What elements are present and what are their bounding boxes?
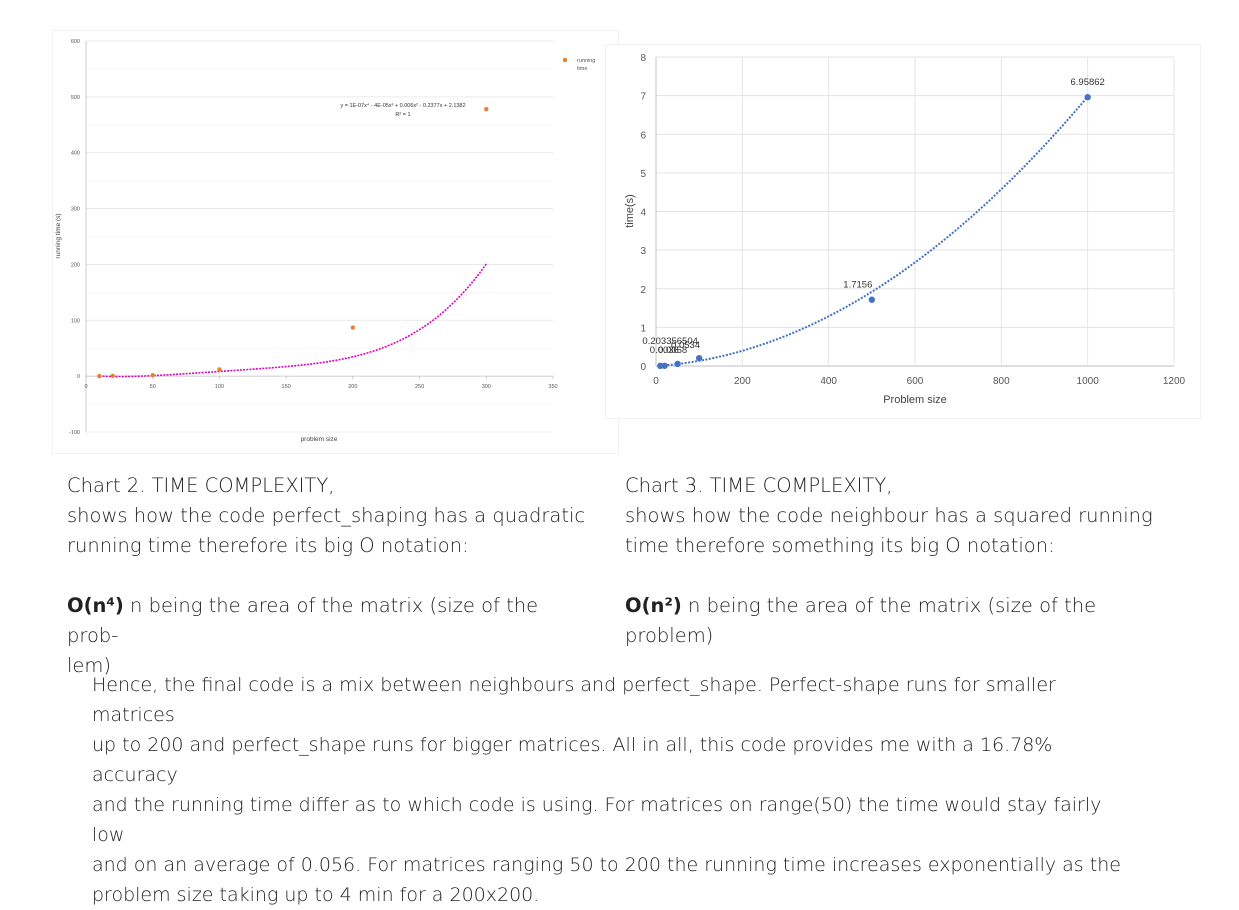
chart-3-x-tick-label: 600: [907, 376, 924, 387]
chart-3-data-label: 0.0534: [671, 340, 700, 351]
chart-2-caption-title: Chart 2. TIME COMPLEXITY,: [67, 474, 335, 497]
chart-3-y-tick-label: 3: [640, 246, 646, 257]
chart-3-data-label: 0.203356504: [642, 336, 697, 347]
chart-2-legend-label-cont: time: [577, 66, 587, 72]
conclusion-line: up to 200 and perfect_shape runs for big…: [92, 734, 1053, 786]
chart-3-caption: Chart 3. TIME COMPLEXITY, shows how the …: [625, 471, 1185, 651]
chart-2-x-tick-label: 300: [482, 384, 491, 390]
chart-3-caption-line-2: time therefore something its big O notat…: [625, 534, 1055, 557]
conclusion-line: problem size taking up to 4 min for a 20…: [92, 884, 540, 906]
chart-3-plot: 0 1 2 3 4 5 6 7 8 0 200 400 600 800 1000 1200 0.00360.…: [624, 53, 1186, 406]
chart-2-x-tick-label: 350: [548, 384, 557, 390]
chart-2-data-point: [217, 367, 222, 372]
chart-2-y-tick-label: 300: [71, 207, 80, 213]
chart-2-plot: -100 0 100 200 300 400 500 600 0 50 100 150 200 250 3…: [55, 39, 595, 443]
chart-2-y-tick-label: 500: [71, 95, 80, 101]
chart-2-y-tick-label: 600: [71, 39, 80, 45]
chart-2-x-tick-label: 100: [215, 384, 224, 390]
chart-3-data-point: [661, 362, 668, 369]
chart-2-caption-line-2: running time therefore its big O notatio…: [67, 534, 469, 557]
chart-3-data-label: 0.0036: [650, 345, 679, 356]
chart-2-data-point: [484, 106, 489, 112]
conclusion-paragraph: Hence, the final code is a mix between n…: [92, 670, 1132, 910]
conclusion-line: and the running time differ as to which …: [92, 794, 1102, 846]
chart-3-data-point: [868, 296, 876, 303]
conclusion-line: and on an average of 0.056. For matrices…: [92, 854, 1121, 876]
chart-3-x-tick-label: 800: [993, 376, 1010, 387]
chart-2-x-tick-label: 0: [84, 384, 87, 390]
chart-3-x-tick-label: 0: [653, 376, 659, 387]
chart-3-x-tick-label: 1200: [1163, 376, 1186, 387]
chart-3-y-tick-label: 5: [640, 169, 646, 180]
chart-2-caption-notation-line: O(n⁴) n being the area of the matrix (si…: [67, 591, 587, 651]
chart-2-trendline-equation: y = 1E-07x⁴ - 4E-05x³ + 0.006x² - 0.2377…: [340, 102, 465, 109]
chart-3-y-tick-label: 8: [640, 53, 646, 64]
chart-3-y-tick-label: 2: [640, 285, 646, 296]
chart-2-panel: -100 0 100 200 300 400 500 600 0 50 100 150 200 250 3…: [52, 30, 619, 454]
chart-2-legend-marker: [562, 57, 568, 63]
chart-2-y-tick-label: 200: [71, 262, 80, 268]
chart-2-trendline: [99, 263, 487, 378]
chart-3-x-axis-label: Problem size: [883, 394, 947, 406]
chart-2-caption-line-1: shows how the code perfect_shaping has a…: [67, 504, 586, 527]
chart-3-x-tick-label: 400: [820, 376, 837, 387]
chart-2-data-point: [350, 325, 356, 330]
chart-2-big-o: O(n⁴): [67, 594, 124, 617]
chart-3-caption-line-1: shows how the code neighbour has a squar…: [625, 504, 1153, 527]
chart-3-y-tick-label: 4: [640, 208, 646, 219]
chart-3-caption-title: Chart 3. TIME COMPLEXITY,: [625, 474, 893, 497]
chart-2-x-tick-label: 150: [282, 384, 291, 390]
chart-3-y-tick-label: 7: [640, 92, 646, 103]
chart-2-notation-desc: n being the area of the matrix (size of …: [67, 594, 539, 647]
chart-2-data-point: [110, 373, 115, 379]
chart-3-x-tick-label: 200: [734, 376, 751, 387]
chart-3-y-tick-label: 1: [640, 323, 646, 334]
chart-3-data-label: 0.0058: [658, 345, 687, 356]
chart-3-caption-notation-line: O(n²) n being the area of the matrix (si…: [625, 591, 1185, 651]
chart-3-data-point: [674, 360, 681, 368]
chart-3-data-label: 1.7156: [843, 280, 872, 291]
conclusion-line: Hence, the final code is a mix between n…: [92, 674, 1056, 726]
chart-3-data-point: [1084, 94, 1091, 101]
chart-2-x-tick-label: 200: [348, 384, 357, 390]
chart-3-data-point: [695, 354, 703, 362]
chart-3-trendline: [660, 96, 1089, 367]
chart-3-y-axis-label: time(s): [624, 194, 636, 228]
caption-spacer: [625, 561, 1185, 591]
chart-3-notation-desc: n being the area of the matrix (size of …: [625, 594, 1097, 647]
chart-3-panel: 0 1 2 3 4 5 6 7 8 0 200 400 600 800 1000 1200 0.0036 0.…: [605, 44, 1201, 419]
chart-2-trendline-r2: R² = 1: [395, 112, 410, 118]
chart-2-y-tick-label: -100: [69, 430, 80, 436]
chart-3-y-tick-label: 6: [640, 130, 646, 141]
chart-2-caption: Chart 2. TIME COMPLEXITY, shows how the …: [67, 471, 587, 681]
chart-2-y-tick-label: 100: [71, 318, 80, 324]
chart-2-data-point: [97, 373, 102, 379]
chart-2-y-axis-label: running time (s): [55, 213, 62, 258]
chart-2-y-tick-label: 400: [71, 151, 80, 157]
chart-3-data-label: 6.95862: [1070, 77, 1104, 88]
chart-2-x-tick-label: 50: [150, 384, 156, 390]
chart-2-data-point: [150, 372, 155, 378]
chart-3-big-o: O(n²): [625, 594, 682, 617]
chart-2-x-axis-label: problem size: [301, 436, 338, 443]
chart-2-notation-desc-cont: lem): [67, 654, 112, 677]
caption-spacer: [67, 561, 587, 591]
chart-2-y-tick-label: 0: [77, 374, 80, 380]
chart-2-legend-label: running: [577, 58, 595, 64]
chart-3-y-tick-label: 0: [640, 362, 646, 373]
chart-3-x-tick-label: 1000: [1077, 376, 1100, 387]
chart-2-x-tick-label: 250: [415, 384, 424, 390]
